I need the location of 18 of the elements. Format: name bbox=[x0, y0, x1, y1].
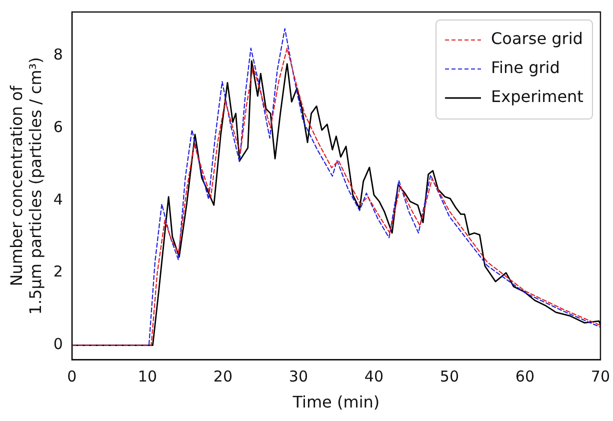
legend-label: Fine grid bbox=[491, 58, 560, 78]
x-tick-label: 70 bbox=[590, 368, 610, 386]
x-tick-label: 20 bbox=[213, 368, 232, 386]
x-tick-label: 60 bbox=[515, 368, 534, 386]
legend-label: Experiment bbox=[491, 87, 584, 106]
y-tick-label: 2 bbox=[53, 262, 63, 281]
x-tick-label: 40 bbox=[364, 368, 384, 386]
x-axis-title: Time (min) bbox=[292, 392, 380, 412]
legend-label: Coarse grid bbox=[491, 29, 583, 48]
y-axis-title: Number concentration of 1.5μm particles (particles / cm³) bbox=[6, 57, 45, 315]
x-tick-label: 0 bbox=[67, 368, 77, 386]
y-tick-label: 0 bbox=[53, 335, 63, 354]
x-tick-label: 30 bbox=[288, 368, 308, 386]
y-tick-label: 6 bbox=[53, 118, 63, 136]
y-tick-label: 8 bbox=[53, 45, 63, 64]
x-tick-label: 10 bbox=[138, 368, 157, 386]
y-tick-label: 4 bbox=[53, 190, 63, 208]
x-tick-label: 50 bbox=[440, 368, 459, 386]
